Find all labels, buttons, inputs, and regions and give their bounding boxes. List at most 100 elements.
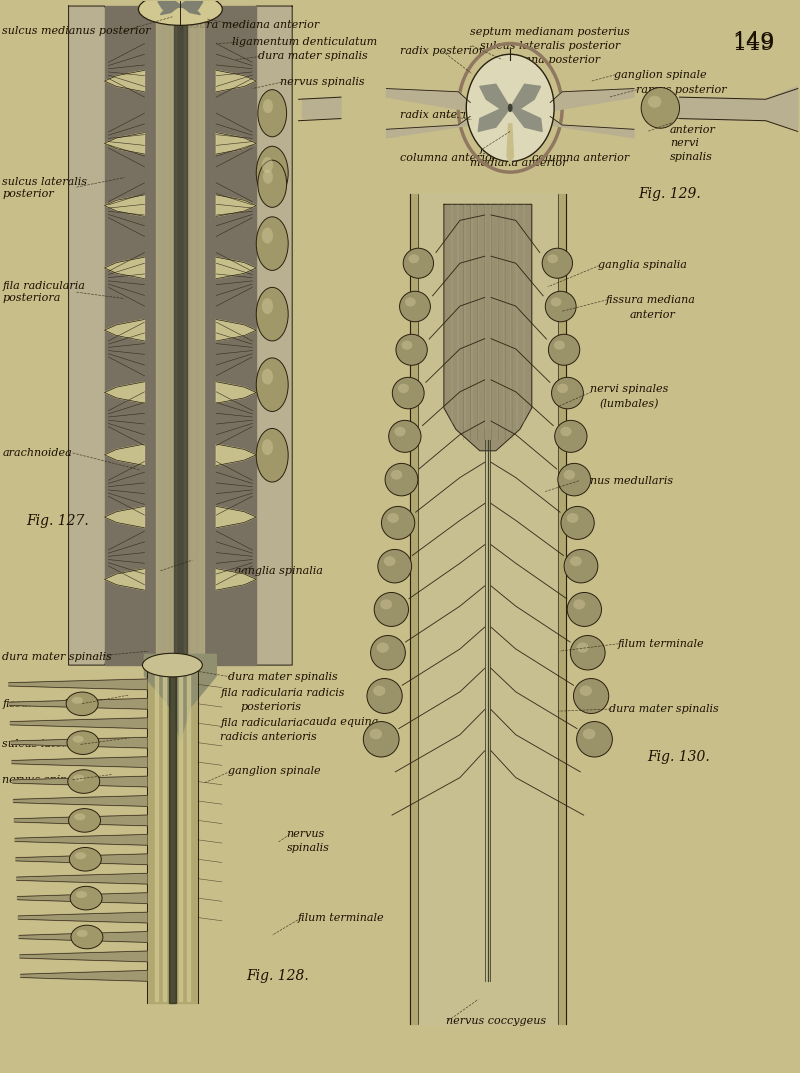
Text: ligamentum denticulatum: ligamentum denticulatum (232, 38, 378, 47)
Text: fila radicularia: fila radicularia (220, 718, 303, 727)
Ellipse shape (66, 692, 98, 716)
Polygon shape (21, 970, 147, 981)
Text: ganglia spinalia: ganglia spinalia (234, 565, 322, 576)
Polygon shape (105, 6, 256, 665)
Ellipse shape (67, 731, 99, 754)
Polygon shape (155, 667, 158, 1000)
Text: filum terminale: filum terminale (618, 638, 704, 649)
Text: dura mater spinalis: dura mater spinalis (2, 651, 112, 662)
Ellipse shape (542, 248, 573, 278)
Ellipse shape (554, 421, 587, 453)
Ellipse shape (74, 813, 86, 821)
Ellipse shape (466, 55, 554, 161)
Text: radicis anterioris: radicis anterioris (220, 732, 317, 741)
Ellipse shape (558, 464, 590, 496)
Text: Fig. 127.: Fig. 127. (26, 514, 89, 529)
Polygon shape (10, 718, 147, 729)
Polygon shape (550, 117, 634, 137)
Ellipse shape (377, 643, 389, 652)
Text: sulcus lateralis anterior: sulcus lateralis anterior (2, 739, 137, 749)
Text: dura mater spinalis: dura mater spinalis (610, 704, 719, 714)
Polygon shape (174, 12, 186, 660)
Ellipse shape (551, 378, 583, 409)
Text: ramus: ramus (670, 112, 706, 121)
Text: spinalis: spinalis (670, 152, 713, 162)
Polygon shape (550, 89, 634, 112)
Polygon shape (105, 569, 145, 590)
Ellipse shape (75, 852, 86, 859)
Ellipse shape (580, 686, 592, 696)
Ellipse shape (138, 0, 222, 26)
Text: n. spinalis: n. spinalis (651, 99, 709, 108)
Polygon shape (157, 12, 176, 660)
Ellipse shape (389, 421, 421, 453)
Ellipse shape (262, 298, 273, 314)
Ellipse shape (370, 729, 382, 739)
Ellipse shape (560, 427, 572, 437)
Text: columna anterior: columna anterior (400, 153, 498, 163)
Text: nervus coccygeus: nervus coccygeus (446, 1016, 546, 1026)
Text: nervus: nervus (286, 829, 325, 839)
Polygon shape (180, 5, 200, 15)
Polygon shape (216, 444, 256, 466)
Text: cauda equina: cauda equina (302, 717, 378, 726)
Ellipse shape (374, 592, 409, 627)
Text: sulcus lateralis posterior: sulcus lateralis posterior (480, 41, 620, 50)
Ellipse shape (382, 506, 414, 540)
Ellipse shape (262, 227, 273, 244)
Text: anterior: anterior (670, 126, 716, 135)
Polygon shape (105, 258, 145, 279)
Ellipse shape (258, 90, 286, 136)
Ellipse shape (405, 297, 416, 307)
Polygon shape (17, 873, 147, 884)
Polygon shape (216, 258, 256, 279)
Text: Fig. 128.: Fig. 128. (246, 969, 310, 983)
Polygon shape (105, 320, 145, 341)
Polygon shape (180, 0, 202, 10)
Ellipse shape (74, 775, 85, 781)
Polygon shape (145, 655, 216, 740)
Text: dura mater spinalis: dura mater spinalis (228, 672, 338, 681)
Polygon shape (184, 12, 204, 660)
Text: ganglion spinale: ganglion spinale (614, 70, 706, 79)
Polygon shape (13, 776, 147, 787)
Text: fila radicularia radicis: fila radicularia radicis (220, 688, 345, 697)
Ellipse shape (76, 891, 87, 898)
Polygon shape (105, 444, 145, 466)
Text: (lumbales): (lumbales) (600, 398, 659, 409)
Polygon shape (510, 108, 542, 131)
Polygon shape (478, 108, 510, 131)
Text: fissura mediana anterior: fissura mediana anterior (180, 20, 320, 30)
Ellipse shape (73, 736, 84, 743)
Text: fissura mediana: fissura mediana (606, 295, 696, 305)
Polygon shape (418, 193, 558, 1024)
Text: spinalis: spinalis (286, 843, 330, 853)
Polygon shape (386, 117, 470, 137)
Ellipse shape (399, 291, 430, 322)
Polygon shape (507, 123, 514, 164)
Text: radix anterior: radix anterior (400, 111, 478, 120)
Text: ramus posterior: ramus posterior (635, 85, 726, 94)
Ellipse shape (570, 635, 605, 670)
Ellipse shape (564, 549, 598, 583)
Polygon shape (158, 0, 180, 10)
Polygon shape (216, 133, 256, 155)
Polygon shape (216, 195, 256, 217)
Text: fissura mediana anterior: fissura mediana anterior (2, 699, 142, 708)
Polygon shape (19, 931, 147, 942)
Ellipse shape (508, 104, 513, 113)
Polygon shape (18, 893, 147, 903)
Ellipse shape (72, 696, 83, 704)
Ellipse shape (391, 470, 402, 480)
Polygon shape (9, 679, 147, 690)
Ellipse shape (256, 358, 288, 411)
Text: columna posterior: columna posterior (498, 55, 601, 64)
Polygon shape (170, 665, 175, 1002)
Ellipse shape (385, 464, 418, 496)
Polygon shape (105, 195, 145, 217)
Polygon shape (186, 667, 190, 1000)
Text: nervus spinalis: nervus spinalis (280, 77, 365, 87)
Polygon shape (12, 756, 147, 767)
Text: septum medianam posterius: septum medianam posterius (470, 27, 630, 36)
Polygon shape (216, 320, 256, 341)
